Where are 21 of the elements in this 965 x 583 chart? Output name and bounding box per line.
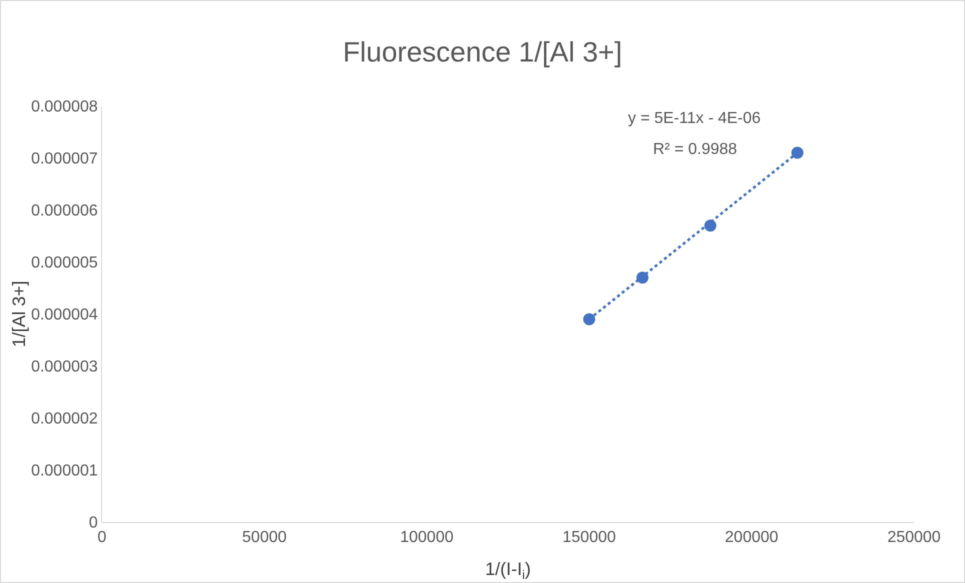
x-tick-label: 250000 xyxy=(887,529,941,546)
x-tick-label: 100000 xyxy=(400,529,454,546)
y-tick-label: 0.000001 xyxy=(31,462,98,480)
y-axis-title: 1/[Al 3+] xyxy=(9,280,30,348)
x-axis-title: 1/(I-I$_{i}$) xyxy=(485,559,531,582)
y-tick-label: 0.000003 xyxy=(31,358,98,376)
y-tick-label: 0.000007 xyxy=(31,150,98,168)
annotation: R² = 0.9988 xyxy=(653,141,738,158)
y-tick-label: 0.000002 xyxy=(31,410,98,428)
y-tick-label: 0.000006 xyxy=(31,202,98,220)
y-tick-label: 0.000005 xyxy=(31,254,98,272)
y-tick-label: 0.000008 xyxy=(31,98,98,116)
point xyxy=(791,146,804,159)
annotation: y = 5E-11x - 4E-06 xyxy=(628,110,761,127)
x-tick-label: 150000 xyxy=(562,529,616,546)
point xyxy=(583,313,596,326)
y-tick-label: 0 xyxy=(88,514,98,532)
y-tick-label: 0.000004 xyxy=(31,306,98,324)
x-tick-label: 50000 xyxy=(242,529,287,546)
chart-title: Fluorescence 1/[Al 3+] xyxy=(342,36,622,68)
x-tick-label: 200000 xyxy=(724,529,778,546)
